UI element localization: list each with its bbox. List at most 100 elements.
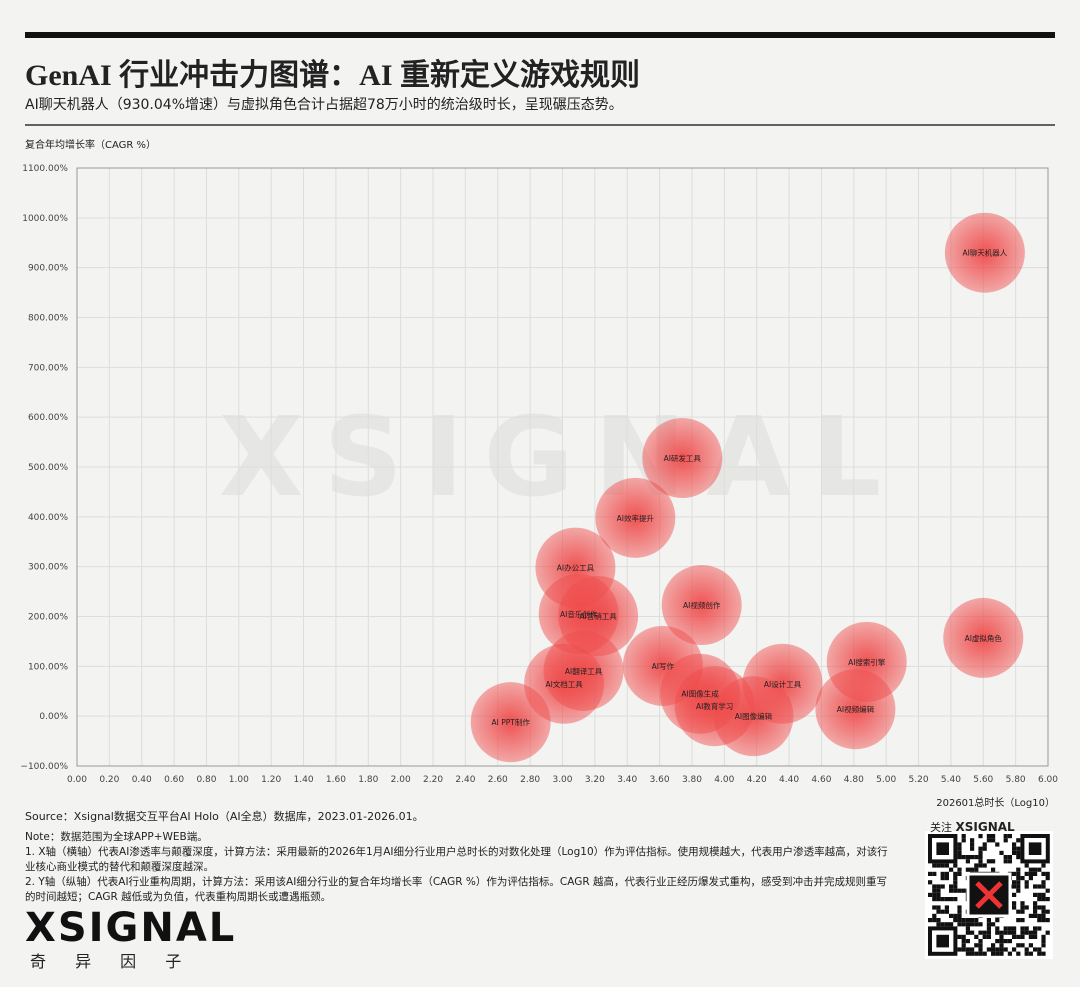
- qr-cell: [1045, 876, 1050, 881]
- qr-cell: [999, 951, 1004, 956]
- qr-cell: [940, 876, 945, 881]
- bubble-label: AI研发工具: [664, 453, 702, 463]
- y-tick-label: 400.00%: [28, 513, 68, 523]
- qr-cell: [957, 909, 962, 914]
- qr-cell: [1037, 947, 1042, 952]
- qr-cell: [940, 884, 945, 889]
- qr-cell: [1016, 846, 1021, 851]
- logo-sub: 奇 异 因 子: [30, 952, 194, 971]
- qr-cell: [965, 918, 970, 923]
- x-tick-label: 3.40: [617, 775, 637, 785]
- qr-cell: [932, 905, 937, 910]
- qr-cell: [1016, 855, 1021, 860]
- qr-cell: [1037, 867, 1042, 872]
- subtitle: AI聊天机器人（930.04%增速）与虚拟角色合计占据超78万小时的统治级时长，…: [25, 97, 623, 113]
- qr-cell: [1028, 951, 1033, 956]
- qr-cell: [961, 888, 966, 893]
- qr-cell: [957, 855, 962, 860]
- qr-cell: [965, 951, 970, 956]
- qr-cell: [978, 846, 983, 851]
- qr-cell: [936, 909, 941, 914]
- qr-cell: [1020, 943, 1025, 948]
- qr-cell: [974, 855, 979, 860]
- qr-cell: [1012, 846, 1017, 851]
- note: 2. Y轴（纵轴）代表AI行业重构周期，计算方法：采用该AI细分行业的复合年均增…: [25, 876, 888, 903]
- qr-cell: [1028, 913, 1033, 918]
- x-tick-label: 4.20: [747, 775, 767, 785]
- qr-cell: [936, 863, 941, 868]
- x-tick-label: 3.00: [552, 775, 572, 785]
- qr-cell: [1007, 926, 1012, 931]
- x-tick-label: 2.60: [488, 775, 508, 785]
- x-axis-label: 202601总时长（Log10）: [936, 798, 1055, 809]
- qr-cell: [970, 918, 975, 923]
- qr-cell: [974, 918, 979, 923]
- qr-cell: [928, 892, 933, 897]
- qr-cell: [953, 876, 958, 881]
- qr-cell: [1007, 939, 1012, 944]
- qr-cell: [953, 880, 958, 885]
- qr-cell: [1041, 905, 1046, 910]
- qr-cell: [932, 892, 937, 897]
- qr-cell: [1007, 859, 1012, 864]
- qr-cell: [932, 913, 937, 918]
- qr-cell: [1007, 834, 1012, 839]
- qr-cell: [1041, 897, 1046, 902]
- qr-cell: [957, 905, 962, 910]
- qr-cell: [1016, 884, 1021, 889]
- qr-cell: [986, 930, 991, 935]
- qr-cell: [986, 926, 991, 931]
- qr-cell: [1024, 905, 1029, 910]
- qr-cell: [1016, 876, 1021, 881]
- qr-cell: [1033, 930, 1038, 935]
- x-tick-label: 5.00: [876, 775, 896, 785]
- qr-cell: [991, 947, 996, 952]
- y-tick-label: −100.00%: [20, 762, 68, 772]
- x-tick-label: 1.60: [326, 775, 346, 785]
- qr-cell: [1045, 909, 1050, 914]
- bubble: [642, 418, 723, 499]
- bubble: [944, 212, 1025, 293]
- x-tick-label: 4.60: [811, 775, 831, 785]
- qr-cell: [944, 905, 949, 910]
- bubble-label: AI文档工具: [545, 679, 583, 689]
- qr-cell: [1012, 850, 1017, 855]
- qr-cell: [953, 863, 958, 868]
- qr-cell: [1041, 871, 1046, 876]
- qr-cell: [1041, 892, 1046, 897]
- follow: 关注 XSIGNAL: [930, 819, 1015, 835]
- qr-cell: [953, 871, 958, 876]
- x-tick-label: 5.20: [909, 775, 929, 785]
- qr-cell: [957, 913, 962, 918]
- qr-cell: [978, 951, 983, 956]
- qr-cell: [965, 947, 970, 952]
- qr-logo-x: [975, 881, 1003, 909]
- qr-cell: [986, 934, 991, 939]
- bubble-label: AI效率提升: [617, 513, 655, 523]
- qr-cell: [965, 922, 970, 927]
- qr-cell: [957, 846, 962, 851]
- qr-cell: [940, 909, 945, 914]
- qr-cell: [970, 846, 975, 851]
- qr-cell: [986, 834, 991, 839]
- qr-cell: [1012, 905, 1017, 910]
- qr-cell: [978, 939, 983, 944]
- qr-cell: [999, 939, 1004, 944]
- y-tick-label: 900.00%: [28, 264, 68, 274]
- qr-cell: [953, 913, 958, 918]
- qr-cell: [1020, 876, 1025, 881]
- x-tick-label: 2.40: [455, 775, 475, 785]
- x-tick-label: 0.20: [99, 775, 119, 785]
- qr-cell: [1037, 892, 1042, 897]
- qr-cell: [991, 867, 996, 872]
- qr-cell: [1003, 947, 1008, 952]
- qr-cell: [1003, 855, 1008, 860]
- qr-cell: [1016, 909, 1021, 914]
- qr-cell: [1037, 926, 1042, 931]
- x-tick-label: 5.80: [1006, 775, 1026, 785]
- qr-cell: [961, 943, 966, 948]
- x-tick-label: 3.60: [650, 775, 670, 785]
- qr-cell: [978, 947, 983, 952]
- qr-cell: [936, 918, 941, 923]
